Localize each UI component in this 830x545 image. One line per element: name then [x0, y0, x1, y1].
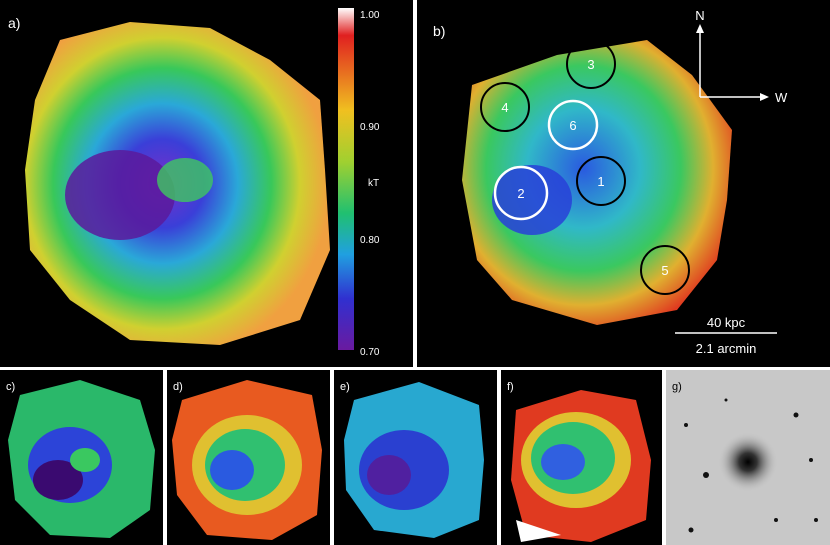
panel-a-svg: a) 1.00 0.90 kT 0.80 0.70: [8, 8, 380, 358]
cold-core-a: [65, 150, 175, 240]
panel-a-label: a): [8, 15, 20, 31]
region-label-5: 5: [661, 263, 668, 278]
colorbar-tick-080: 0.80: [360, 235, 380, 246]
scalebar-kpc: 40 kpc: [707, 315, 746, 330]
panel-d: d): [167, 370, 330, 545]
center-blob-a: [157, 158, 213, 202]
panel-d-label: d): [173, 381, 183, 393]
panel-b-region-map: 1 2 3 4 5 6 b) N W 40 kpc 2.1 arcmin: [417, 0, 830, 367]
cold-region-b: [492, 165, 572, 235]
region-circles: 1 2 3 4 5 6: [480, 39, 690, 295]
central-galaxy: [718, 432, 778, 492]
colorbar-tick-070: 0.70: [360, 347, 380, 358]
region-circle-1: [576, 156, 626, 206]
blue-core-f: [541, 444, 585, 480]
region-label-4: 4: [501, 100, 508, 115]
panel-g-svg: g): [672, 381, 818, 533]
region-label-6: 6: [569, 118, 576, 133]
region-circle-4: [480, 82, 530, 132]
panel-f-label: f): [507, 381, 514, 393]
region-circle-2: [493, 165, 549, 221]
panel-e-label: e): [340, 381, 350, 393]
background-stars: [684, 398, 818, 533]
panel-e: e): [334, 370, 497, 545]
region-circle-3: [566, 39, 616, 89]
compass-north: N: [695, 8, 704, 23]
region-circle-5: [640, 245, 690, 295]
panel-c-svg: c): [6, 380, 155, 538]
panel-g-label: g): [672, 381, 682, 393]
compass-west: W: [775, 90, 788, 105]
panel-f: f): [501, 370, 662, 545]
panel-a-temperature-map: a) 1.00 0.90 kT 0.80 0.70: [0, 0, 413, 367]
panel-f-svg: f): [507, 381, 651, 542]
panel-e-svg: e): [340, 381, 484, 538]
scalebar-arcmin: 2.1 arcmin: [696, 341, 757, 356]
region-circle-6: [547, 99, 599, 151]
colorbar-label-kt: kT: [368, 178, 379, 189]
cold-core-c: [33, 460, 83, 500]
panel-d-svg: d): [172, 380, 322, 540]
panel-c-label: c): [6, 381, 15, 393]
panel-g-optical-image: g): [666, 370, 830, 545]
compass: [696, 24, 769, 101]
region-label-2: 2: [517, 186, 524, 201]
panel-c: c): [0, 370, 163, 545]
colorbar-tick-090: 0.90: [360, 122, 380, 133]
center-c: [70, 448, 100, 472]
panel-b-svg: 1 2 3 4 5 6 b) N W 40 kpc 2.1 arcmin: [433, 8, 788, 356]
panel-b-label: b): [433, 23, 445, 39]
white-patch-f: [516, 520, 561, 542]
colorbar-tick-100: 1.00: [360, 10, 380, 21]
region-label-3: 3: [587, 57, 594, 72]
region-label-1: 1: [597, 174, 604, 189]
violet-core-e: [367, 455, 411, 495]
blue-core-d: [210, 450, 254, 490]
colorbar: [338, 8, 354, 350]
